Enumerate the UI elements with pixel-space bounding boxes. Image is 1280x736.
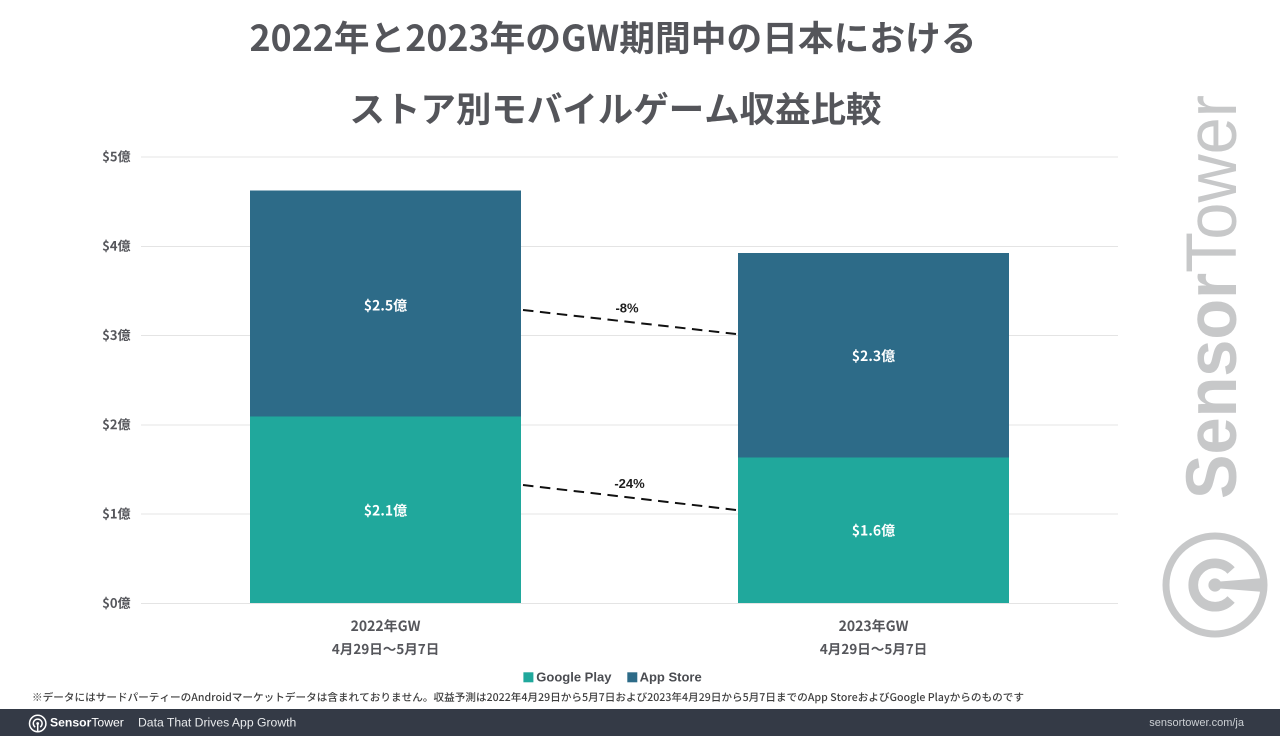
svg-text:Google Play: Google Play [536, 670, 612, 685]
svg-text:-24%: -24% [614, 476, 645, 491]
svg-text:SensorTower: SensorTower [50, 716, 124, 730]
svg-text:Data That Drives App Growth: Data That Drives App Growth [138, 716, 296, 730]
svg-text:SensorTower: SensorTower [1173, 95, 1252, 499]
svg-text:sensortower.com/ja: sensortower.com/ja [1149, 717, 1245, 729]
svg-text:App Store: App Store [640, 670, 702, 685]
svg-text:-8%: -8% [615, 301, 639, 316]
